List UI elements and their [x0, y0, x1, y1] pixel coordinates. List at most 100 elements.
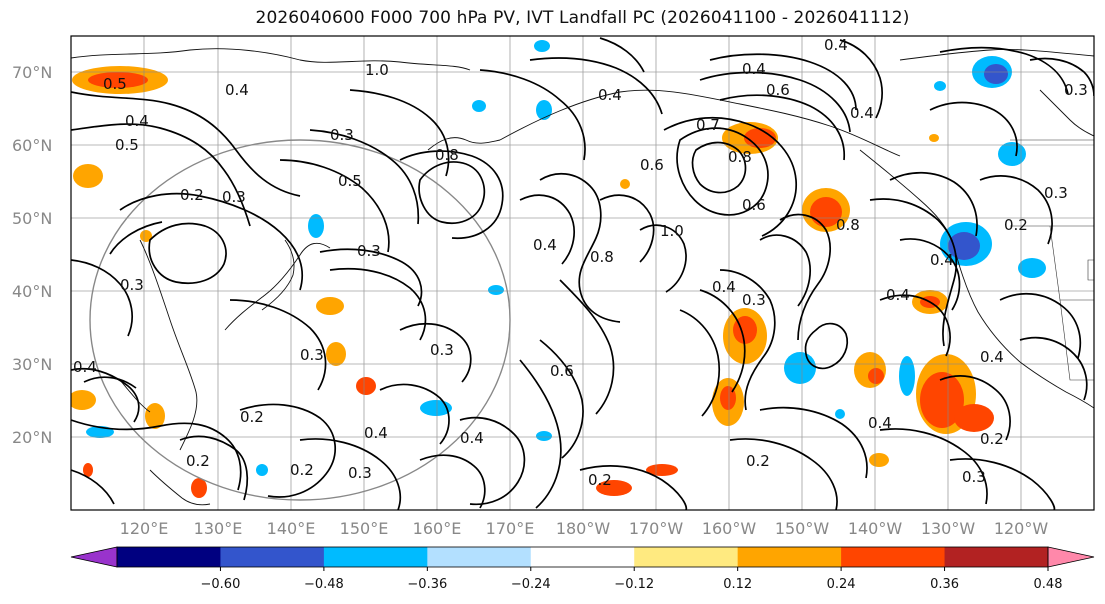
contour-label: 0.2 — [240, 408, 264, 426]
colorbar — [70, 546, 1095, 568]
fill-blob — [620, 179, 630, 189]
colorbar-tick-label: 0.12 — [723, 577, 752, 592]
fill-blob — [536, 100, 552, 120]
fill-blob — [596, 480, 632, 496]
contour-label: 0.4 — [742, 60, 766, 78]
contour-label: 0.3 — [430, 341, 454, 359]
fill-blob — [71, 390, 96, 410]
lat-label: 70°N — [12, 63, 52, 82]
lat-label: 60°N — [12, 136, 52, 155]
fill-blob — [140, 230, 152, 242]
fill-blob — [929, 134, 939, 142]
range-circle — [89, 139, 511, 501]
lon-label: 130°W — [921, 519, 976, 538]
fill-blob — [316, 297, 344, 315]
contour-label: 0.4 — [225, 81, 249, 99]
anomaly-fills — [71, 40, 1046, 498]
contour-label: 0.2 — [588, 471, 612, 489]
colorbar-tick-label: 0.48 — [1034, 577, 1063, 592]
lon-label: 170°W — [629, 519, 684, 538]
contour-label: 0.5 — [115, 136, 139, 154]
fill-blob — [145, 403, 165, 429]
contour-label: 0.6 — [550, 362, 574, 380]
lon-label: 160°W — [702, 519, 757, 538]
lat-label: 20°N — [12, 428, 52, 447]
colorbar-tick-label: −0.60 — [201, 577, 241, 592]
contour-label: 0.4 — [598, 86, 622, 104]
fill-blob — [810, 197, 842, 227]
fill-blob — [868, 368, 884, 384]
contour-label: 0.4 — [460, 429, 484, 447]
colorbar-outline — [116, 546, 1049, 568]
contour-label: 0.4 — [850, 104, 874, 122]
pv-contours — [71, 37, 1094, 510]
contour-label: 0.3 — [1044, 184, 1068, 202]
contour-label: 0.5 — [338, 172, 362, 190]
contour-label: 0.4 — [73, 358, 97, 376]
colorbar-extend-high — [1047, 546, 1095, 568]
contour-label: 0.6 — [742, 196, 766, 214]
fill-blob — [934, 81, 946, 91]
contour-label: 0.8 — [836, 216, 860, 234]
fill-blob — [1018, 258, 1046, 278]
fill-blob — [998, 142, 1026, 166]
lon-label: 140°E — [267, 519, 316, 538]
contour-label: 0.2 — [290, 461, 314, 479]
contour-label: 0.4 — [868, 414, 892, 432]
contour-label: 0.4 — [533, 236, 557, 254]
lon-label: 120°E — [120, 519, 169, 538]
fill-blob — [256, 464, 268, 476]
colorbar-segment — [841, 547, 946, 567]
fill-blob — [356, 377, 376, 395]
map-title: 2026040600 F000 700 hPa PV, IVT Landfall… — [255, 8, 910, 28]
colorbar-tick-label: −0.36 — [407, 577, 447, 592]
contour-label: 0.4 — [886, 286, 910, 304]
contour-label: 0.2 — [180, 186, 204, 204]
contour-label: 1.0 — [365, 61, 389, 79]
lon-label: 140°W — [848, 519, 903, 538]
fill-blob — [646, 464, 678, 476]
fill-blob — [744, 128, 776, 148]
colorbar-tick-label: 0.24 — [827, 577, 856, 592]
contour-label: 0.3 — [1064, 81, 1088, 99]
contour-label: 0.4 — [930, 251, 954, 269]
lat-label: 50°N — [12, 209, 52, 228]
colorbar-segment — [737, 547, 842, 567]
lat-label: 30°N — [12, 355, 52, 374]
lon-label: 150°W — [775, 519, 830, 538]
colorbar-segment — [220, 547, 325, 567]
fill-blob — [488, 285, 504, 295]
fill-blob — [308, 214, 324, 238]
latitude-labels: 70°N 60°N 50°N 40°N 30°N 20°N — [12, 63, 52, 447]
contour-label: 0.3 — [357, 242, 381, 260]
contour-label: 0.8 — [728, 148, 752, 166]
fill-blob — [835, 409, 845, 419]
lon-label: 180°W — [556, 519, 611, 538]
colorbar-segment — [427, 547, 532, 567]
contour-label: 0.3 — [330, 126, 354, 144]
contour-label: 0.3 — [348, 464, 372, 482]
colorbar-tick-label: 0.36 — [930, 577, 959, 592]
contour-labels: 0.5 0.4 1.0 0.4 0.5 0.2 0.3 0.3 0.5 0.3 … — [73, 36, 1088, 489]
contour-label: 0.3 — [222, 188, 246, 206]
contour-label: 0.2 — [1004, 216, 1028, 234]
contour-label: 0.4 — [980, 348, 1004, 366]
contour-label: 0.3 — [300, 346, 324, 364]
colorbar-segment — [117, 547, 221, 567]
lon-label: 120°W — [994, 519, 1049, 538]
contour-label: 0.3 — [120, 276, 144, 294]
fill-blob — [899, 356, 915, 396]
fill-blob — [83, 463, 93, 477]
fill-blob — [536, 431, 552, 441]
fill-blob — [191, 478, 207, 498]
fill-blob — [73, 164, 103, 188]
fill-blob — [472, 100, 486, 112]
colorbar-tick-label: −0.12 — [614, 577, 654, 592]
longitude-labels: 120°E 130°E 140°E 150°E 160°E 170°E 180°… — [120, 519, 1049, 538]
fill-blob — [869, 453, 889, 467]
contour-label: 0.7 — [696, 116, 720, 134]
contour-label: 0.4 — [712, 278, 736, 296]
contour-label: 0.4 — [364, 424, 388, 442]
colorbar-segment — [530, 547, 635, 567]
